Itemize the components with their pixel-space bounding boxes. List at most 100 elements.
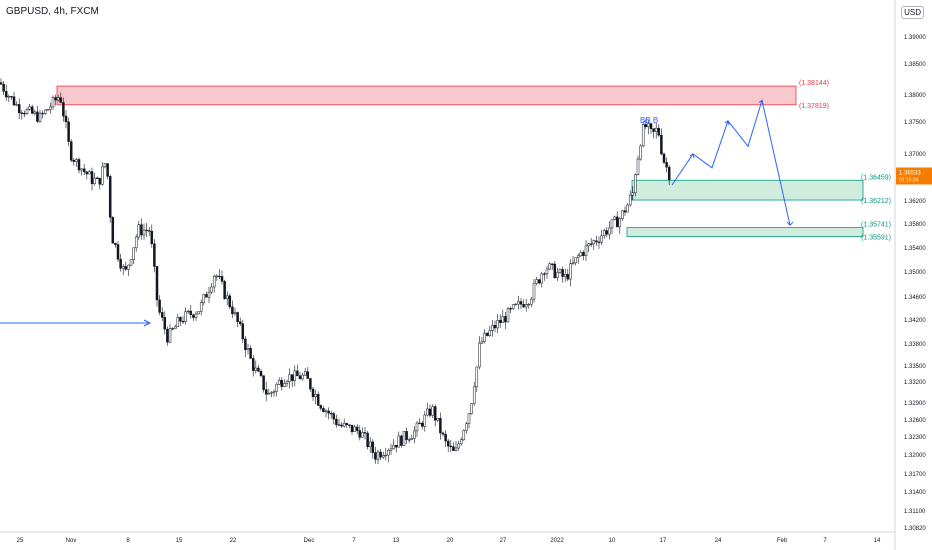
y-tick-label: 1.33200 bbox=[904, 380, 926, 386]
candle-body bbox=[519, 301, 523, 305]
candle-body bbox=[46, 109, 50, 111]
candle-body bbox=[407, 439, 411, 441]
last-price-tag bbox=[896, 167, 932, 185]
x-tick-label: 14 bbox=[874, 538, 881, 544]
candle-body bbox=[506, 308, 510, 323]
bar-countdown: 01:15:24 bbox=[899, 177, 919, 183]
candle-body bbox=[223, 281, 226, 299]
candle-body bbox=[163, 317, 167, 330]
candle-body bbox=[194, 313, 198, 318]
candle-body bbox=[545, 268, 549, 275]
candle-body bbox=[306, 371, 310, 379]
candle-body bbox=[543, 273, 546, 275]
candle-body bbox=[436, 417, 440, 421]
candle-body bbox=[618, 218, 622, 228]
candle-body bbox=[277, 379, 281, 385]
candle-body bbox=[665, 162, 668, 168]
candle-body bbox=[241, 323, 245, 340]
candle-body bbox=[228, 295, 232, 308]
candle-body bbox=[90, 171, 94, 184]
candle-body bbox=[348, 424, 351, 426]
candle-body bbox=[363, 432, 367, 434]
candle-body bbox=[376, 451, 380, 460]
candle-body bbox=[231, 306, 234, 315]
candle-body bbox=[62, 102, 65, 117]
candle-body bbox=[10, 96, 13, 98]
candle-body bbox=[17, 104, 21, 114]
zone-top-label: (1.35741) bbox=[861, 222, 891, 229]
candle-body bbox=[358, 430, 362, 438]
candle-body bbox=[480, 341, 484, 344]
candle-body bbox=[558, 269, 562, 273]
y-tick-label: 1.37000 bbox=[904, 152, 926, 158]
candle-body bbox=[142, 229, 146, 236]
candle-body bbox=[280, 379, 284, 387]
candle-body bbox=[298, 375, 302, 380]
x-tick-label: Nov bbox=[66, 538, 77, 544]
candle-body bbox=[272, 391, 276, 393]
candle-body bbox=[340, 424, 343, 427]
candle-body bbox=[251, 358, 255, 371]
currency-badge[interactable]: USD bbox=[901, 6, 924, 19]
candle-body bbox=[85, 171, 89, 175]
candle-body bbox=[51, 97, 55, 108]
candle-body bbox=[623, 210, 627, 213]
candle-body bbox=[72, 160, 76, 162]
y-tick-label: 1.38500 bbox=[904, 62, 926, 68]
candle-body bbox=[472, 386, 476, 404]
x-tick-label: 15 bbox=[176, 538, 183, 544]
candle-body bbox=[527, 303, 531, 306]
candle-body bbox=[332, 413, 336, 420]
candle-body bbox=[532, 282, 536, 300]
candle-body bbox=[433, 406, 437, 421]
candle-body bbox=[2, 83, 5, 92]
symbol-title[interactable]: GBPUSD, 4h, FXCM bbox=[6, 6, 99, 17]
x-tick-label: 2022 bbox=[550, 538, 564, 544]
candle-body bbox=[366, 432, 369, 447]
candle-body bbox=[220, 276, 224, 282]
candle-body bbox=[275, 384, 278, 392]
candle-body bbox=[413, 430, 416, 439]
candle-body bbox=[285, 381, 289, 384]
candle-body bbox=[592, 240, 596, 245]
candle-body bbox=[207, 291, 211, 298]
x-tick-label: 17 bbox=[660, 538, 667, 544]
y-tick-label: 1.32900 bbox=[904, 401, 926, 407]
candle-body bbox=[524, 304, 528, 308]
candle-body bbox=[517, 301, 520, 305]
candle-body bbox=[238, 321, 242, 325]
candle-body bbox=[329, 412, 333, 415]
y-tick-label: 1.31700 bbox=[904, 472, 926, 478]
candle-body bbox=[59, 97, 63, 103]
candle-body bbox=[147, 230, 151, 232]
candle-body bbox=[571, 262, 575, 264]
candle-body bbox=[108, 176, 112, 218]
candle-body bbox=[553, 263, 557, 279]
candle-body bbox=[548, 263, 551, 270]
projection-arrowhead bbox=[724, 120, 730, 126]
candle-body bbox=[449, 445, 453, 448]
y-tick-label: 1.33800 bbox=[904, 342, 926, 348]
candle-body bbox=[561, 269, 564, 277]
candle-body bbox=[420, 422, 424, 427]
projection-end-arrowhead bbox=[786, 221, 794, 226]
candle-body bbox=[400, 435, 403, 446]
candle-body bbox=[535, 279, 538, 284]
candle-body bbox=[111, 217, 115, 244]
candle-body bbox=[556, 272, 559, 279]
candle-body bbox=[587, 243, 590, 247]
candle-body bbox=[262, 375, 265, 390]
zone-bottom-label: (1.37819) bbox=[799, 103, 829, 110]
candle-body bbox=[626, 204, 629, 213]
candle-body bbox=[465, 423, 468, 431]
candle-body bbox=[374, 452, 377, 460]
candle-body bbox=[257, 367, 260, 372]
candle-body bbox=[293, 370, 297, 381]
candle-body bbox=[184, 311, 187, 322]
candle-body bbox=[402, 431, 406, 446]
candle-body bbox=[168, 328, 172, 343]
candle-body bbox=[181, 320, 185, 323]
projection-path bbox=[671, 98, 791, 226]
candle-body bbox=[621, 210, 624, 220]
